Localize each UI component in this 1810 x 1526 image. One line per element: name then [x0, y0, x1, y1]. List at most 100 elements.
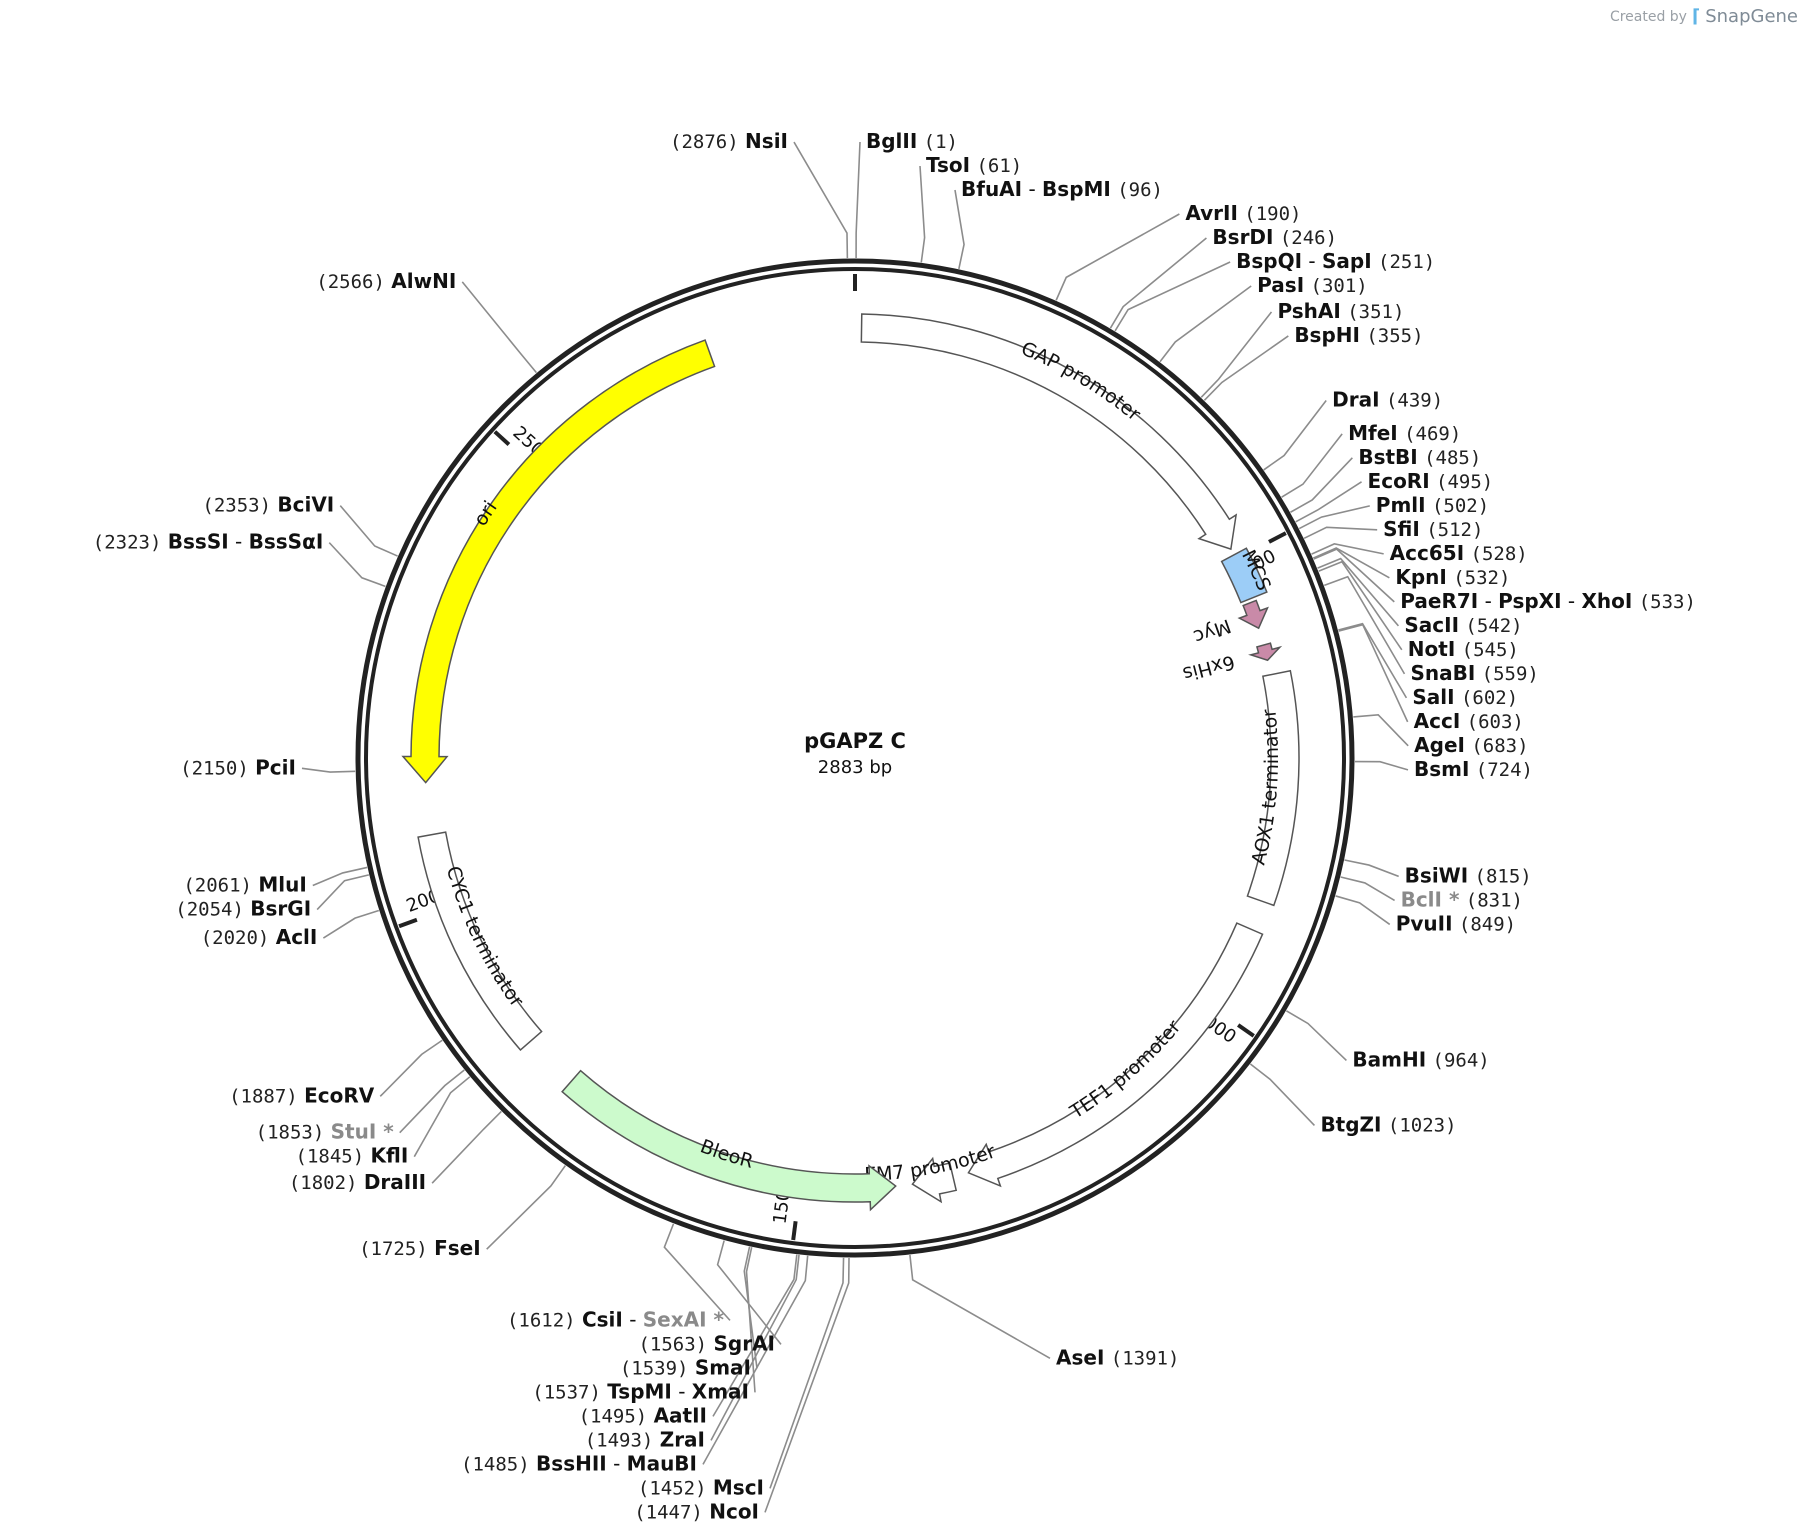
site-leader-line: [743, 1246, 758, 1369]
site-enzyme: TspMI: [607, 1379, 672, 1403]
site-leader-line: [399, 1069, 465, 1134]
site-label[interactable]: (1845) KflI: [296, 1144, 409, 1168]
site-label[interactable]: SacII (542): [1404, 613, 1522, 637]
site-label[interactable]: NotI (545): [1408, 637, 1519, 661]
site-label[interactable]: (1493) ZraI: [585, 1427, 705, 1451]
site-label[interactable]: BsmI (724): [1414, 757, 1533, 781]
site-label[interactable]: (1447) NcoI: [634, 1499, 759, 1523]
site-label[interactable]: BfuAI - BspMI (96): [961, 177, 1163, 201]
site-label[interactable]: AvrII (190): [1185, 201, 1301, 225]
feature-ori[interactable]: ori: [401, 339, 716, 784]
snapgene-logo-icon: ⌈: [1691, 6, 1701, 27]
site-position: (545): [1462, 639, 1519, 661]
site-label[interactable]: (1539) SmaI: [620, 1355, 751, 1379]
site-enzyme: SmaI: [695, 1355, 751, 1379]
site-leader-line: [1338, 622, 1408, 699]
site-label[interactable]: (1887) EcoRV: [229, 1083, 375, 1107]
site-position: (1493): [585, 1429, 654, 1451]
site-label[interactable]: BspQI - SapI (251): [1236, 249, 1435, 273]
site-position: (602): [1461, 687, 1518, 709]
feature-aox[interactable]: AOX1 terminator: [1246, 669, 1300, 907]
site-enzyme: BciVI: [277, 493, 334, 517]
site-leader-line: [1312, 547, 1390, 579]
site-label[interactable]: BsrDI (246): [1212, 225, 1337, 249]
site-label[interactable]: SalI (602): [1412, 685, 1518, 709]
feature-myc[interactable]: Myc: [1190, 599, 1269, 648]
restriction-site-labels: BglII (1)TsoI (61)BfuAI - BspMI (96) AvrI…: [93, 129, 1696, 1523]
site-enzyme: NcoI: [709, 1499, 759, 1523]
site-label[interactable]: MfeI (469): [1348, 421, 1461, 445]
site-position: (724): [1476, 759, 1533, 781]
site-leader-line: [431, 1110, 502, 1184]
site-label[interactable]: PvuII (849): [1396, 911, 1516, 935]
site-label[interactable]: (2876) NsiI: [670, 129, 788, 153]
site-label[interactable]: KpnI (532): [1395, 565, 1510, 589]
site-enzyme: NotI: [1408, 637, 1455, 661]
site-label[interactable]: EcoRI (495): [1368, 469, 1494, 493]
site-label[interactable]: BglII (1): [866, 129, 958, 153]
site-label[interactable]: BspHI (355): [1294, 323, 1423, 347]
site-enzyme: PmlI: [1376, 493, 1426, 517]
site-leader-line: [1285, 1010, 1347, 1062]
site-position: (1725): [359, 1238, 428, 1260]
site-label[interactable]: (1537) TspMI - XmaI: [532, 1379, 749, 1403]
site-label[interactable]: (2566) AlwNI: [316, 269, 456, 293]
site-separator: -: [1478, 589, 1498, 613]
site-label[interactable]: AccI (603): [1414, 709, 1524, 733]
site-label[interactable]: BclI * (831): [1401, 887, 1523, 911]
site-label[interactable]: (2061) MluI: [183, 873, 306, 897]
site-label[interactable]: (1802) DraIII: [289, 1170, 426, 1194]
site-label[interactable]: BstBI (485): [1358, 445, 1481, 469]
feature-tef[interactable]: TEF1 promoter: [967, 922, 1264, 1188]
site-label[interactable]: (1452) MscI: [638, 1475, 764, 1499]
site-enzyme: SapI: [1322, 249, 1372, 273]
feature-gap[interactable]: GAP promoter: [860, 313, 1238, 551]
site-enzyme: BclI *: [1401, 887, 1460, 911]
site-label[interactable]: BsiWI (815): [1405, 863, 1532, 887]
site-label[interactable]: (2020) AclI: [201, 925, 318, 949]
site-label[interactable]: BamHI (964): [1352, 1047, 1489, 1071]
site-position: (1845): [296, 1146, 365, 1168]
site-label[interactable]: Acc65I (528): [1390, 541, 1528, 565]
site-enzyme: BssHII: [536, 1451, 607, 1475]
site-label[interactable]: (2323) BssSI - BssSαI: [93, 530, 323, 554]
site-leader-line: [1323, 575, 1406, 675]
site-enzyme: StuI *: [331, 1120, 395, 1144]
feature-cyc[interactable]: CYC1 terminator: [417, 831, 543, 1052]
site-label[interactable]: PmlI (502): [1376, 493, 1489, 517]
feature-em7-arrow: [911, 1156, 958, 1204]
site-label[interactable]: TsoI (61): [926, 153, 1022, 177]
site-separator: -: [607, 1451, 627, 1475]
site-label[interactable]: DraI (439): [1332, 388, 1443, 412]
site-label[interactable]: (1853) StuI *: [256, 1120, 395, 1144]
site-enzyme: KpnI: [1395, 565, 1447, 589]
site-enzyme: BglII: [866, 129, 917, 153]
site-position: (1887): [229, 1085, 298, 1107]
site-label[interactable]: (1495) AatII: [579, 1403, 707, 1427]
site-position: (1612): [507, 1309, 576, 1331]
site-position: (2323): [93, 532, 162, 554]
site-label[interactable]: BtgZI (1023): [1320, 1112, 1456, 1136]
site-label[interactable]: AseI (1391): [1056, 1345, 1179, 1369]
site-label[interactable]: (1563) SgrAI: [638, 1331, 775, 1355]
site-label[interactable]: SnaBI (559): [1410, 661, 1538, 685]
site-label[interactable]: (2150) PciI: [180, 755, 296, 779]
site-label[interactable]: PasI (301): [1257, 273, 1368, 297]
credit-text: Created by: [1609, 8, 1687, 25]
site-label[interactable]: AgeI (683): [1414, 733, 1528, 757]
site-label[interactable]: (2054) BsrGI: [175, 897, 311, 921]
site-label[interactable]: PshAI (351): [1277, 299, 1404, 323]
site-label[interactable]: (1725) FseI: [359, 1236, 481, 1260]
site-position: (1802): [289, 1172, 358, 1194]
site-leader-line: [1303, 526, 1378, 540]
site-label[interactable]: SfiI (512): [1383, 517, 1483, 541]
site-position: (61): [976, 155, 1022, 177]
site-label[interactable]: (1612) CsiI - SexAI *: [507, 1307, 725, 1331]
site-label[interactable]: (2353) BciVI: [202, 493, 334, 517]
site-enzyme: PvuII: [1396, 911, 1453, 935]
site-label[interactable]: PaeR7I - PspXI - XhoI (533): [1400, 589, 1696, 613]
site-label[interactable]: (1485) BssHII - MauBI: [461, 1451, 697, 1475]
site-position: (831): [1466, 889, 1523, 911]
site-enzyme: BsmI: [1414, 757, 1469, 781]
